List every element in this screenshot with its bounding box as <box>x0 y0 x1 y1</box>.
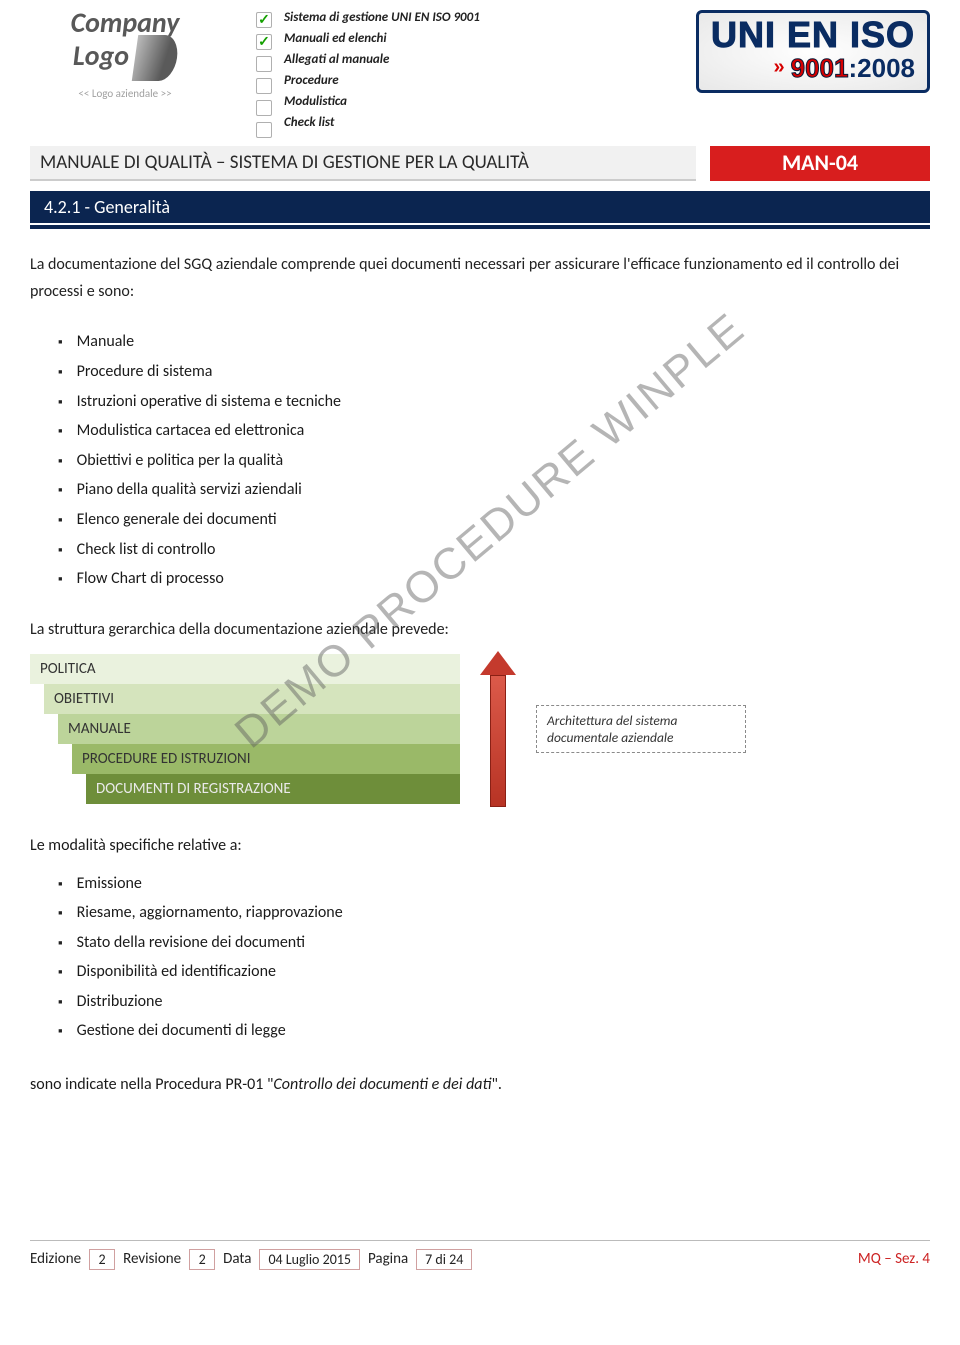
section-heading: 4.2.1 - Generalità <box>30 191 930 223</box>
list-item: Manuale <box>58 327 930 357</box>
document-types-list: Manuale Procedure di sistema Istruzioni … <box>58 327 930 593</box>
footer-revisione-value: 2 <box>189 1249 215 1270</box>
list-item: Distribuzione <box>58 987 930 1017</box>
footer-revisione-label: Revisione <box>123 1250 181 1268</box>
checkbox-icon <box>256 34 272 50</box>
company-logo-block: CompanyLogo << Logo aziendale >> <box>30 10 220 100</box>
closing-line: sono indicate nella Procedura PR-01 "Con… <box>30 1072 930 1098</box>
list-item: Elenco generale dei documenti <box>58 505 930 535</box>
footer-data-label: Data <box>223 1250 251 1268</box>
checkbox-icon <box>256 12 272 28</box>
footer-edizione-label: Edizione <box>30 1250 81 1268</box>
list-item: Riesame, aggiornamento, riapprovazione <box>58 898 930 928</box>
list-item: Stato della revisione dei documenti <box>58 928 930 958</box>
footer-edizione-value: 2 <box>89 1249 115 1270</box>
footer-pagina-label: Pagina <box>368 1250 408 1268</box>
list-item: Flow Chart di processo <box>58 564 930 594</box>
checkbox-icon <box>256 122 272 138</box>
iso-logo-block: UNI EN ISO »9001:2008 <box>526 10 930 93</box>
checklist-label: Manuali ed elenchi <box>284 31 514 46</box>
intro-paragraph: La documentazione del SGQ aziendale comp… <box>30 251 930 305</box>
document-code: MAN-04 <box>710 146 930 181</box>
list-item: Disponibilità ed identificazione <box>58 957 930 987</box>
pyramid-note: Architettura del sistema documentale azi… <box>536 705 746 753</box>
document-title: MANUALE DI QUALITÀ – SISTEMA DI GESTIONE… <box>30 146 696 181</box>
footer-pagina-value: 7 di 24 <box>416 1249 472 1270</box>
checkbox-icon <box>256 78 272 94</box>
checklist-label: Procedure <box>284 73 514 88</box>
checklist-label: Sistema di gestione UNI EN ISO 9001 <box>284 10 514 25</box>
list-item: Piano della qualità servizi aziendali <box>58 475 930 505</box>
checkbox-icon <box>256 100 272 116</box>
header-checklist-labels: Sistema di gestione UNI EN ISO 9001 Manu… <box>284 10 514 130</box>
footer-doc-code: MQ – Sez. 4 <box>858 1250 930 1268</box>
checklist-label: Check list <box>284 115 514 130</box>
pyramid-tiers: POLITICA OBIETTIVI MANUALE PROCEDURE ED … <box>30 654 460 804</box>
list-item: Check list di controllo <box>58 535 930 565</box>
pyramid-tier: MANUALE <box>58 714 460 744</box>
list-item: Obiettivi e politica per la qualità <box>58 446 930 476</box>
list-item: Procedure di sistema <box>58 357 930 387</box>
checklist-label: Modulistica <box>284 94 514 109</box>
up-arrow-icon <box>478 651 518 807</box>
modalities-list: Emissione Riesame, aggiornamento, riappr… <box>58 869 930 1047</box>
company-logo: CompanyLogo <box>71 10 180 81</box>
checklist-label: Allegati al manuale <box>284 52 514 67</box>
pyramid-tier: PROCEDURE ED ISTRUZIONI <box>72 744 460 774</box>
chevron-right-icon: » <box>774 56 785 79</box>
list-item: Emissione <box>58 869 930 899</box>
logo-caption: << Logo aziendale >> <box>78 87 171 100</box>
divider <box>30 225 930 229</box>
checkbox-icon <box>256 56 272 72</box>
pyramid-diagram: POLITICA OBIETTIVI MANUALE PROCEDURE ED … <box>30 651 930 807</box>
document-footer: Edizione 2 Revisione 2 Data 04 Luglio 20… <box>30 1240 930 1270</box>
header-checklist-boxes <box>232 10 272 138</box>
pyramid-tier: DOCUMENTI DI REGISTRAZIONE <box>86 774 460 804</box>
structure-paragraph: La struttura gerarchica della documentaz… <box>30 616 930 643</box>
iso-logo: UNI EN ISO »9001:2008 <box>696 10 930 93</box>
footer-data-value: 04 Luglio 2015 <box>259 1249 360 1270</box>
list-item: Gestione dei documenti di legge <box>58 1016 930 1046</box>
iso-logo-line1: UNI EN ISO <box>711 17 915 53</box>
title-row: MANUALE DI QUALITÀ – SISTEMA DI GESTIONE… <box>30 146 930 181</box>
list-item: Istruzioni operative di sistema e tecnic… <box>58 387 930 417</box>
modalities-intro: Le modalità specifiche relative a: <box>30 833 930 859</box>
pyramid-tier: OBIETTIVI <box>44 684 460 714</box>
pyramid-tier: POLITICA <box>30 654 460 684</box>
list-item: Modulistica cartacea ed elettronica <box>58 416 930 446</box>
document-header: CompanyLogo << Logo aziendale >> Sistema… <box>30 10 930 138</box>
iso-logo-line2: »9001:2008 <box>711 53 915 84</box>
